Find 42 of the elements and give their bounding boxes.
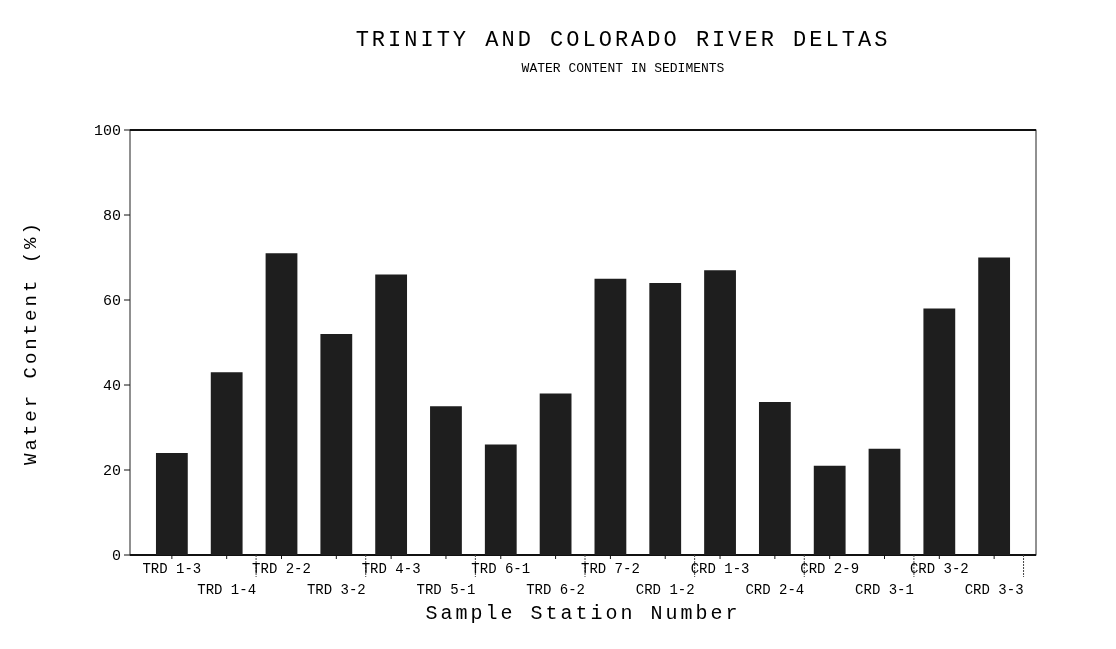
y-tick-label: 60 [102, 293, 121, 311]
x-tick-label: CRD 1-2 [635, 582, 695, 598]
x-tick-label: CRD 3-1 [855, 582, 914, 598]
x-tick-label: TRD 1-4 [197, 582, 257, 598]
x-axis-title: Sample Station Number [425, 602, 741, 625]
bar [539, 393, 572, 555]
y-axis-title: Water Content (%) [20, 220, 42, 465]
bar [210, 372, 243, 555]
x-tick-label: TRD 2-2 [252, 561, 311, 577]
bar [813, 465, 846, 555]
bar [430, 406, 462, 555]
bar [594, 278, 627, 555]
x-tick-label: TRD 6-1 [471, 561, 531, 577]
bar [155, 453, 188, 555]
bar [923, 308, 956, 555]
bar [265, 253, 298, 555]
bar [649, 283, 682, 555]
x-tick-label: CRD 2-9 [800, 561, 860, 577]
x-tick-label: CRD 3-2 [909, 561, 969, 577]
bar [868, 448, 901, 555]
x-tick-label: TRD 5-1 [416, 582, 476, 598]
bar [978, 257, 1011, 555]
y-tick-label: 40 [102, 378, 121, 396]
chart-title: TRINITY AND COLORADO RIVER DELTAS [355, 28, 891, 53]
y-tick-label: 80 [102, 208, 121, 226]
bar [320, 334, 353, 555]
x-tick-label: CRD 1-3 [690, 561, 750, 577]
bar [704, 270, 736, 555]
chart-subtitle: WATER CONTENT IN SEDIMENTS [521, 61, 725, 76]
x-tick-label: TRD 1-3 [142, 561, 202, 577]
bar [484, 444, 517, 555]
y-tick-label: 0 [111, 548, 121, 566]
bar [375, 274, 408, 555]
x-tick-label: TRD 7-2 [581, 561, 640, 577]
bar [758, 402, 791, 555]
x-tick-label: TRD 3-2 [306, 582, 366, 598]
x-tick-label: CRD 2-4 [745, 582, 805, 598]
x-tick-label: TRD 6-2 [526, 582, 585, 598]
x-tick-label: TRD 4-3 [361, 561, 421, 577]
y-tick-label: 100 [93, 123, 121, 141]
y-tick-label: 20 [102, 463, 121, 481]
x-tick-label: CRD 3-3 [964, 582, 1024, 598]
